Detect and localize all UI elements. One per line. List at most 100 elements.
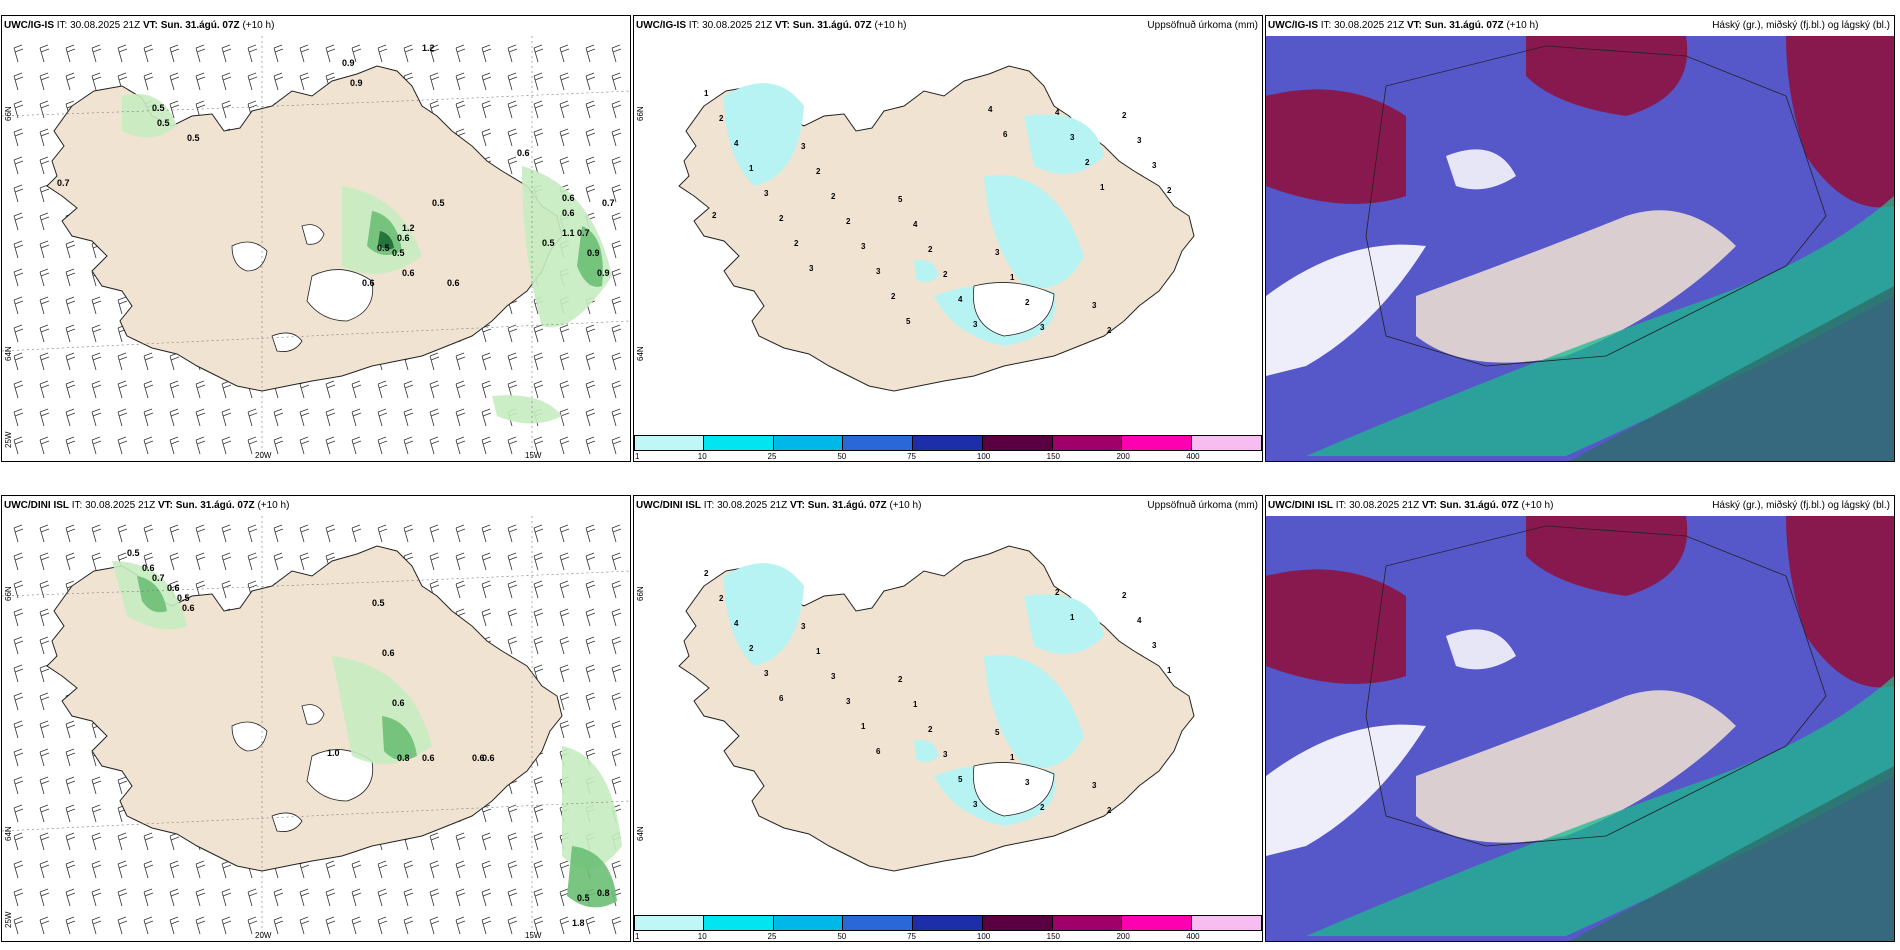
precip-area: [577, 226, 603, 287]
accum-precip-area: [724, 563, 804, 666]
low-cloud-area: [1526, 516, 1688, 596]
precip-value-label: 0.5: [157, 118, 170, 128]
colorbar-swatch: [1122, 435, 1193, 451]
precip-value-label: 0.6: [402, 268, 415, 278]
accum-value-label: 6: [1003, 130, 1008, 139]
clear-sky-area: [1446, 149, 1516, 190]
glacier-hofsjokull: [301, 704, 325, 725]
precip-value-label: 0.6: [472, 753, 485, 763]
accum-precip-area: [984, 175, 1084, 288]
colorbar-tick-label: 25: [767, 932, 777, 941]
clear-land-area: [1416, 690, 1736, 843]
colorbar-tick-label: 400: [1186, 452, 1200, 461]
accum-value-label: 2: [1055, 588, 1060, 597]
panel-bottom-right-clouds: UWC/DINI ISL IT: 30.08.2025 21Z VT: Sun.…: [1265, 495, 1895, 942]
precip-value-label: 0.6: [382, 648, 395, 658]
axis-label: 66N: [4, 106, 13, 121]
accum-value-label: 2: [1085, 158, 1090, 167]
glacier-vatnajokull: [972, 282, 1055, 337]
glacier-myrdalsjokull: [271, 812, 303, 832]
high-cloud-area: [1569, 286, 1894, 461]
accum-value-label: 3: [861, 242, 866, 251]
accum-value-label: 4: [988, 105, 993, 114]
accum-value-label: 4: [958, 295, 963, 304]
clear-sky-area: [1266, 724, 1426, 856]
colorbar-tick-label: 10: [697, 932, 707, 941]
precip-area: [382, 716, 417, 760]
precip-value-label: 0.5: [152, 103, 165, 113]
cloud-layers: [1266, 36, 1894, 461]
accum-value-label: 3: [1092, 781, 1097, 790]
accum-value-label: 1: [749, 164, 754, 173]
accum-value-label: 1: [861, 722, 866, 731]
glacier-hofsjokull: [301, 224, 325, 245]
colorbar-tick-label: 100: [976, 452, 991, 461]
accum-value-label: 2: [719, 114, 724, 123]
precip-value-label: 0.9: [587, 248, 600, 258]
precip-colorbar: 1 10 25 50 75 100 150 200 400: [634, 435, 1262, 461]
precip-value-label: 0.5: [577, 893, 590, 903]
high-cloud-area: [1306, 196, 1894, 456]
map-wind-precip: 0.50.60.70.60.50.6 0.50.60.61.0 0.8 0.6 0.60…: [2, 516, 630, 941]
accum-value-label: 4: [913, 220, 918, 229]
colorbar-swatch: [773, 435, 844, 451]
map-cloud-cover: [1266, 36, 1894, 461]
precip-value-label: 0.7: [152, 573, 165, 583]
panel-title: UWC/IG-IS IT: 30.08.2025 21Z VT: Sun. 31…: [636, 20, 907, 31]
precip-value-label: 0.6: [517, 148, 530, 158]
accum-value-label: 2: [898, 675, 903, 684]
colorbar-tick-label: 150: [1046, 452, 1061, 461]
low-cloud-area: [1266, 89, 1406, 204]
accum-value-label: 3: [876, 267, 881, 276]
low-cloud-area: [1266, 569, 1406, 684]
accum-value-label: 2: [1107, 806, 1112, 815]
accum-value-label: 2: [816, 167, 821, 176]
colorbar-swatch: [843, 915, 914, 931]
accum-value-label: 3: [973, 320, 978, 329]
accum-value-label: 2: [1040, 803, 1045, 812]
panel-variable-label: Háský (gr.), miðský (fj.bl.) og lágský (…: [1712, 500, 1890, 511]
precip-value-label: 0.8: [397, 753, 410, 763]
colorbar-swatch: [773, 915, 844, 931]
glacier-vatnajokull: [306, 269, 374, 322]
accum-value-label: 3: [995, 248, 1000, 257]
accum-value-label: 1: [1100, 183, 1105, 192]
colorbar-swatch: [913, 915, 983, 931]
high-cloud-area: [1306, 676, 1894, 936]
accum-value-label: 3: [764, 189, 769, 198]
iceland-coastline: [1365, 45, 1827, 367]
axis-label: 20W: [255, 931, 272, 940]
cloud-layers: [1266, 516, 1894, 941]
colorbar-swatch: [913, 435, 983, 451]
precip-area: [492, 395, 562, 424]
axis-label: 66N: [636, 586, 645, 601]
precip-value-label: 1.2: [422, 43, 435, 53]
colorbar-swatch: [982, 915, 1053, 931]
accum-value-label: 3: [1152, 641, 1157, 650]
colorbar-swatch: [1052, 435, 1123, 451]
precip-value-label: 0.6: [562, 193, 575, 203]
colorbar-swatch: [1122, 915, 1193, 931]
accum-value-label: 4: [1137, 616, 1142, 625]
colorbar-tick-label: 200: [1116, 932, 1130, 941]
accum-value-label: 2: [794, 239, 799, 248]
precip-value-label: 0.6: [362, 278, 375, 288]
accum-precip-area: [1024, 114, 1104, 174]
accum-value-label: 3: [831, 672, 836, 681]
panel-variable-label: Uppsöfnuð úrkoma (mm): [1147, 500, 1258, 511]
accum-value-label: 5: [995, 728, 1000, 737]
accum-value-label: 3: [1070, 133, 1075, 142]
accum-value-label: 5: [906, 317, 911, 326]
colorbar-tick-label: 50: [837, 932, 847, 941]
accum-value-label: 6: [876, 747, 881, 756]
panel-variable-label: Háský (gr.), miðský (fj.bl.) og lágský (…: [1712, 20, 1890, 31]
accum-value-label: 2: [1167, 186, 1172, 195]
colorbar-swatch: [1052, 915, 1123, 931]
accum-value-label: 2: [719, 594, 724, 603]
glacier-vatnajokull: [972, 762, 1055, 817]
clear-sky-area: [1446, 629, 1516, 670]
accum-value-label: 1: [1070, 613, 1075, 622]
low-cloud-area: [1786, 36, 1894, 208]
panel-top-left-wind-precip: UWC/IG-IS IT: 30.08.2025 21Z VT: Sun. 31…: [1, 15, 631, 462]
precip-value-label: 0.9: [342, 58, 355, 68]
